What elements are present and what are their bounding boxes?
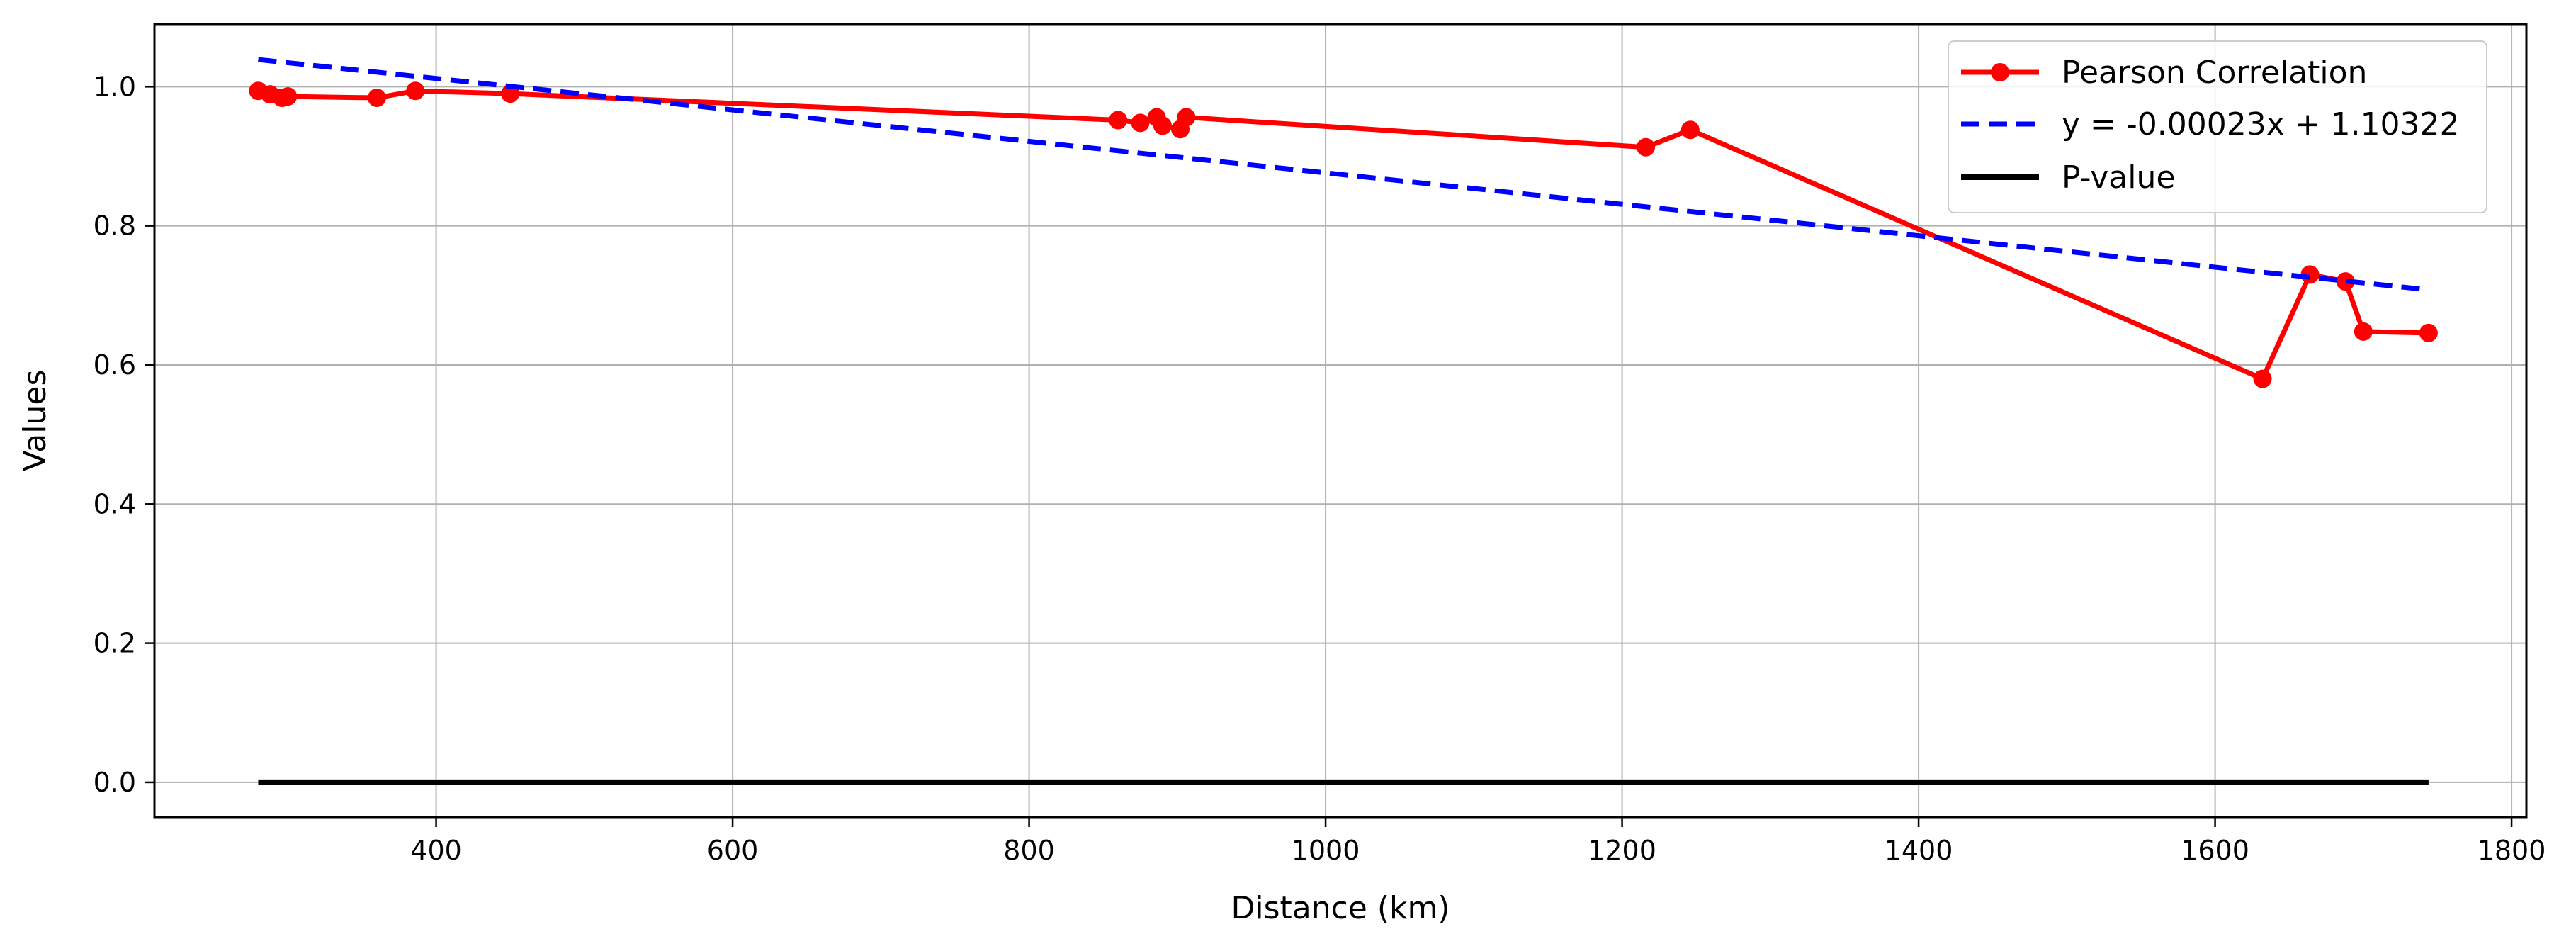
legend: Pearson Correlation y = -0.00023x + 1.10… (1948, 40, 2487, 213)
legend-label-p-value: P-value (2062, 159, 2175, 196)
x-tick-label: 600 (707, 835, 759, 866)
y-axis-label: Values (17, 370, 53, 472)
pearson-correlation-point (1153, 116, 1172, 135)
y-tick-label: 0.4 (94, 488, 136, 519)
pearson-correlation-point (2419, 323, 2438, 342)
y-tick-label: 0.8 (94, 210, 136, 242)
y-tick-label: 1.0 (94, 71, 136, 102)
legend-label-pearson-correlation: Pearson Correlation (2062, 55, 2367, 91)
x-tick-label: 1600 (2181, 835, 2249, 866)
pearson-correlation-point (2354, 322, 2373, 341)
regression-line-line (258, 57, 2429, 293)
pearson-correlation-point (1177, 108, 1196, 127)
pearson-correlation-point (278, 87, 298, 106)
pearson-correlation-point (2336, 272, 2355, 291)
pearson-correlation-point (1637, 137, 1656, 157)
x-tick-label: 400 (410, 835, 462, 866)
pearson-correlation-point (367, 89, 386, 108)
x-tick-label: 1800 (2478, 835, 2546, 866)
pearson-correlation-point (2253, 369, 2272, 388)
pearson-correlation-point (1109, 111, 1128, 130)
pearson-correlation-point (1680, 120, 1700, 140)
legend-marker-pearson-correlation (1991, 63, 2009, 81)
axes-frame (153, 23, 2528, 819)
legend-label-regression-line: y = -0.00023x + 1.10322 (2062, 106, 2460, 142)
x-axis-label: Distance (km) (1231, 890, 1450, 926)
series-layer (249, 57, 2438, 785)
legend-box (1948, 40, 2487, 213)
x-tick-label: 1000 (1292, 835, 1360, 866)
x-tick-label: 1200 (1588, 835, 1656, 866)
y-tick-label: 0.0 (94, 767, 136, 798)
y-tick-label: 0.2 (94, 628, 136, 659)
pearson-correlation-point (406, 81, 425, 101)
x-tick-label: 1400 (1885, 835, 1953, 866)
y-tick-label: 0.6 (94, 349, 136, 381)
x-tick-label: 800 (1003, 835, 1055, 866)
pearson-correlation-point (1131, 113, 1150, 133)
tick-layer: 400 600 800 1000 1200 1400 1600 1800 0.0 0.2 0.4 0.… (94, 71, 2546, 866)
